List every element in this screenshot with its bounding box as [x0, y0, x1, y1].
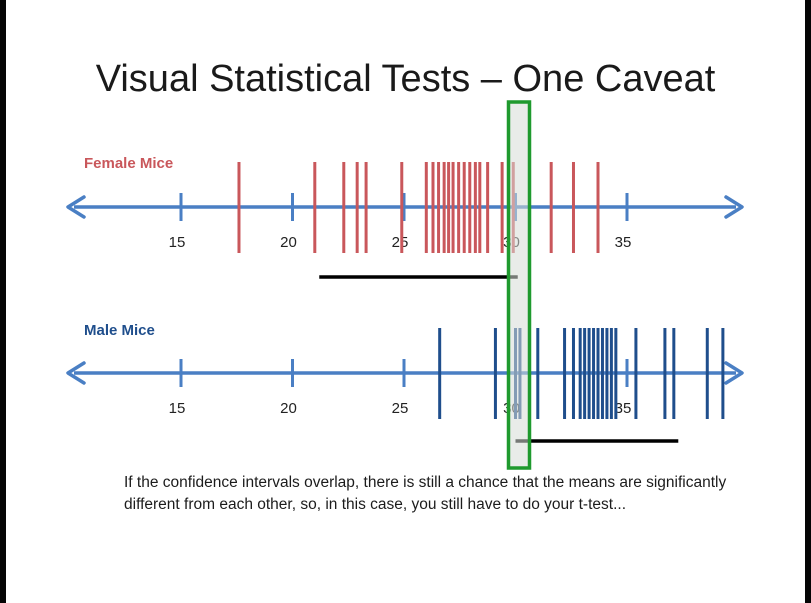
- slide-caption: If the confidence intervals overlap, the…: [124, 474, 727, 513]
- male-tick-label: 15: [169, 400, 186, 417]
- male-axis-arrow-right: [724, 361, 744, 385]
- female-axis-arrow-left: [66, 195, 86, 219]
- female-tick-label: 15: [169, 234, 186, 251]
- female-tick-label: 35: [615, 234, 632, 251]
- female-tick-label: 20: [280, 234, 297, 251]
- female-series-label: Female Mice: [84, 155, 173, 172]
- slide: [6, 0, 805, 603]
- female-axis-arrow-right: [724, 195, 744, 219]
- slide-title: Visual Statistical Tests – One Caveat: [95, 58, 716, 100]
- male-series-label: Male Mice: [84, 322, 155, 339]
- male-tick-label: 35: [615, 400, 632, 417]
- male-axis-arrow-left: [66, 361, 86, 385]
- female-tick-label: 25: [392, 234, 409, 251]
- male-tick-label: 20: [280, 400, 297, 417]
- male-tick-label: 25: [392, 400, 409, 417]
- overlap-highlight-box: [506, 100, 532, 470]
